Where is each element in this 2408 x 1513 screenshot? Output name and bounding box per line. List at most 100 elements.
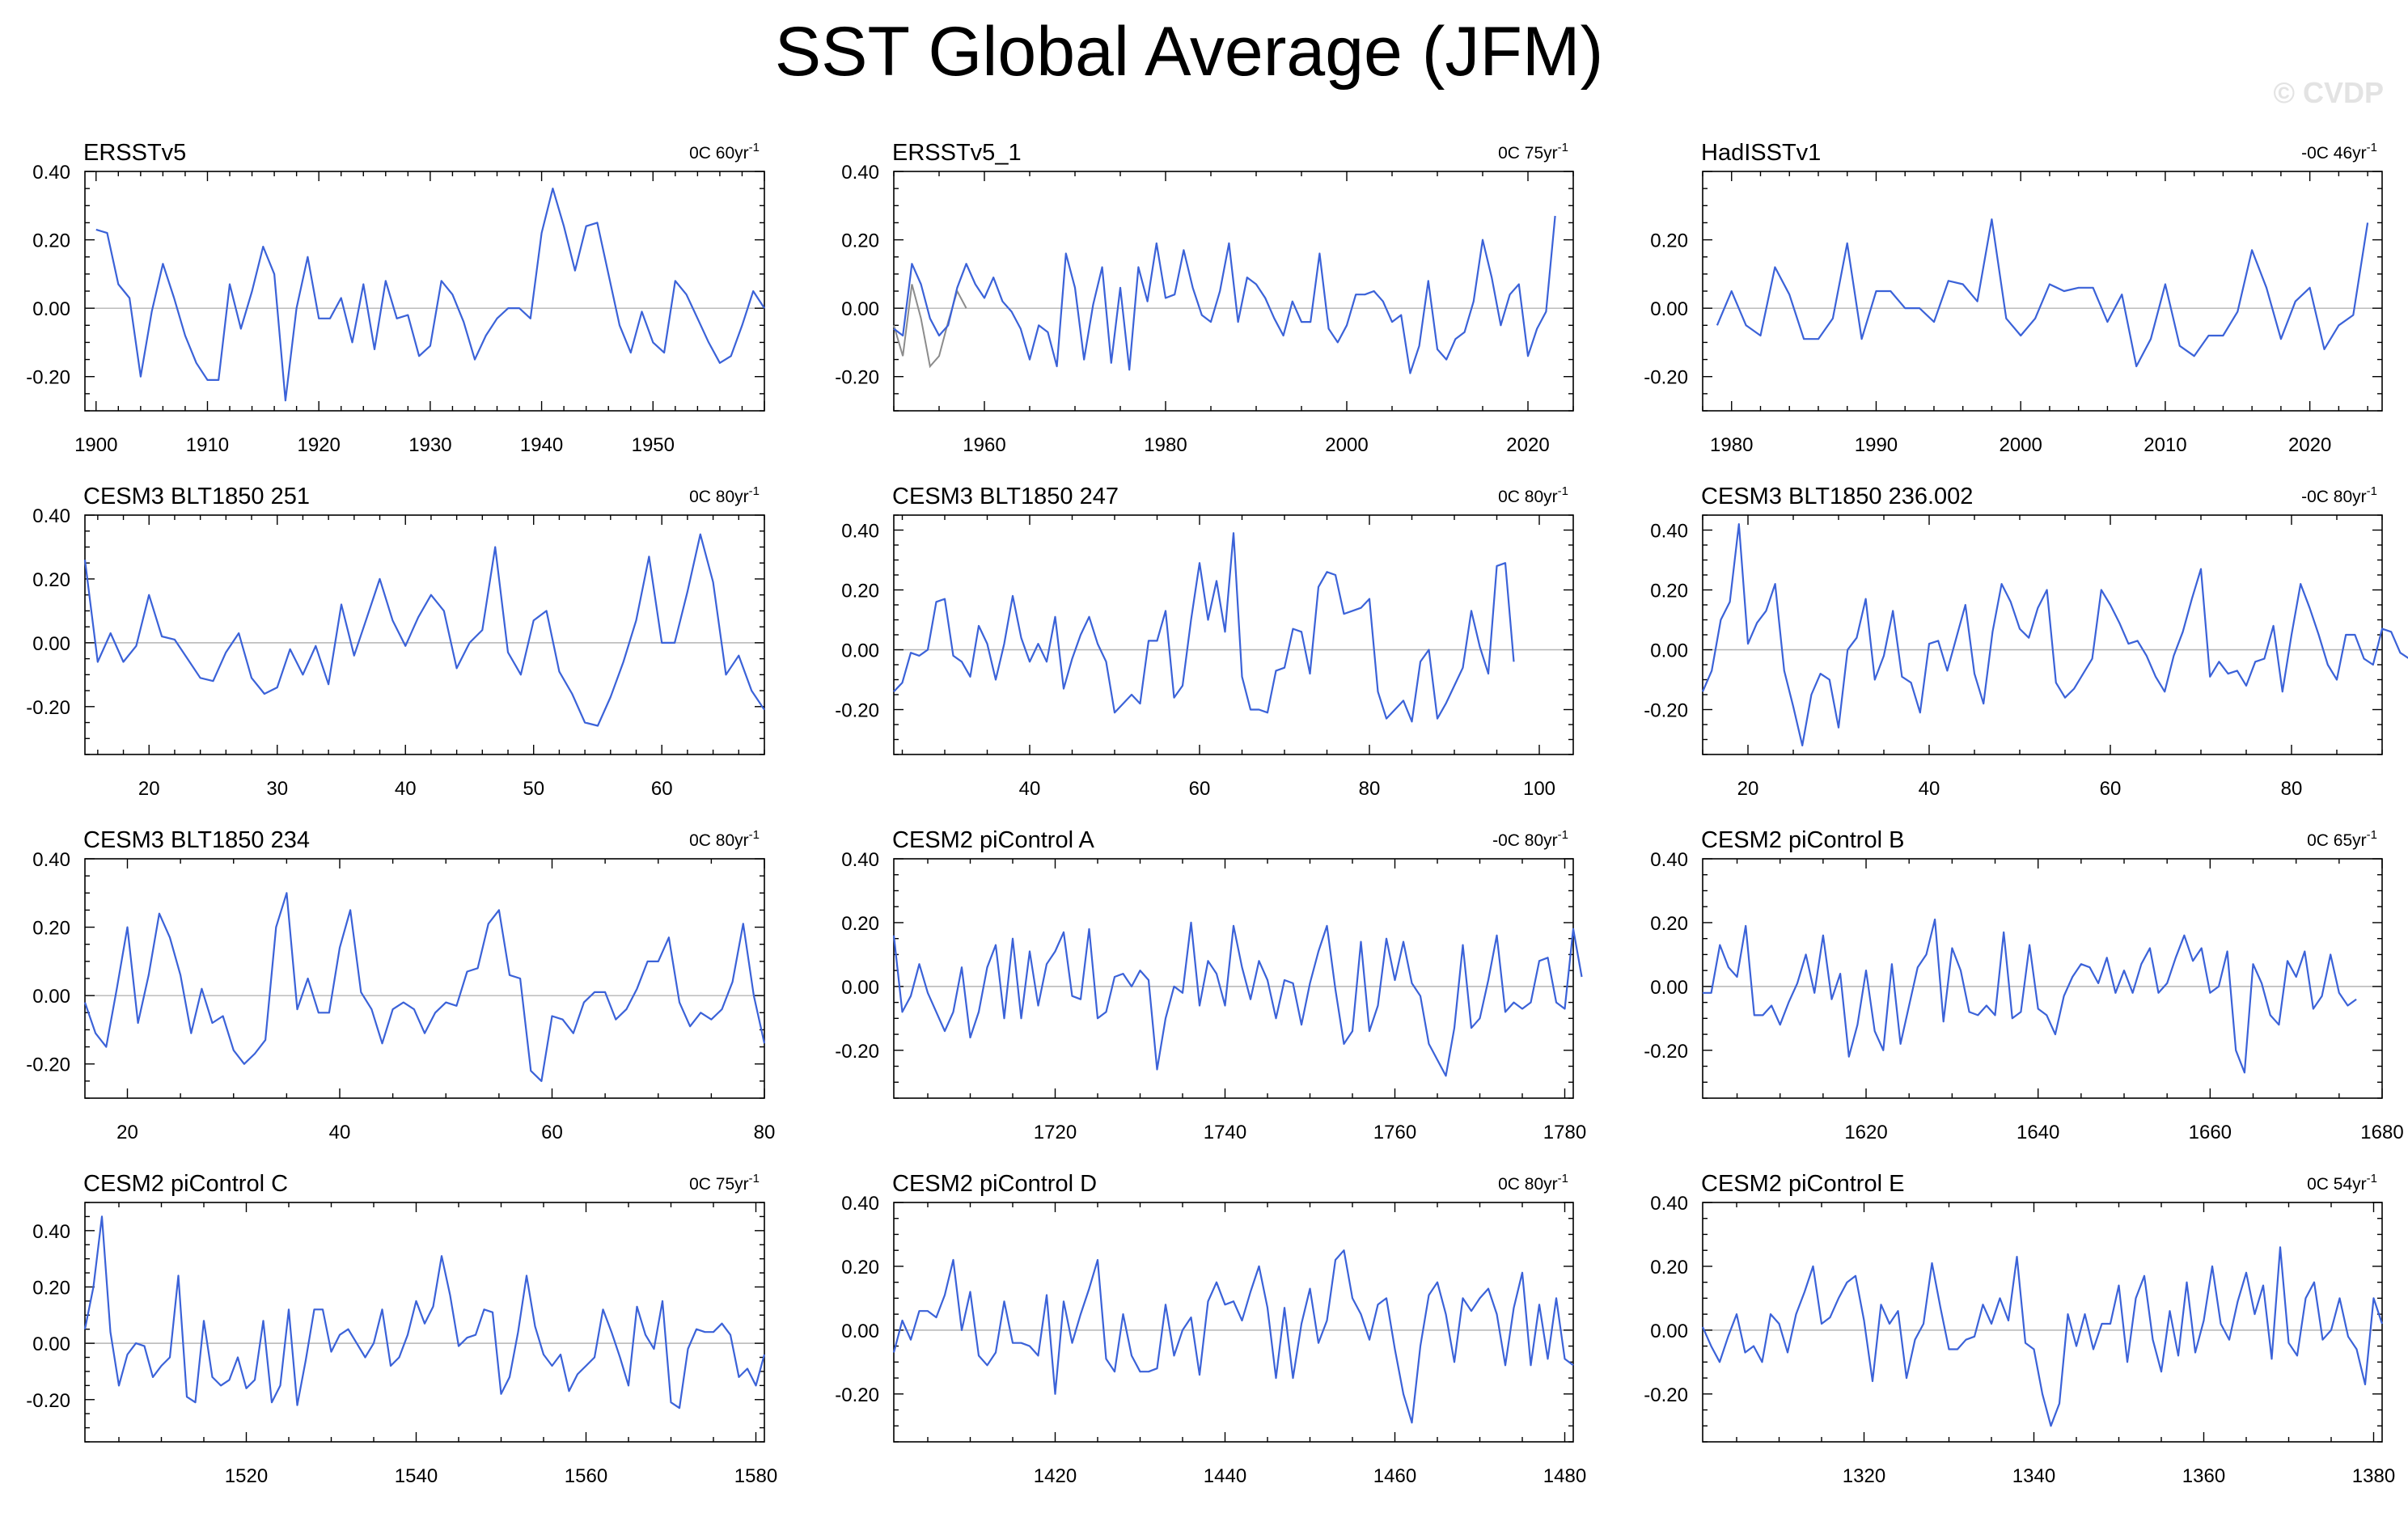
x-tick-label: 1910 bbox=[186, 434, 229, 456]
y-tick-label: 0.20 bbox=[1650, 1257, 1688, 1278]
series-line bbox=[893, 215, 1556, 374]
panel: CESM2 piControl A -0C 80yr-1 0.40 0.20 0.00 -… bbox=[835, 827, 1586, 1143]
plot-frame bbox=[1702, 171, 2383, 412]
x-tick-label: 60 bbox=[651, 778, 673, 800]
annotation-exponent: -1 bbox=[2367, 141, 2377, 154]
x-tick-label: 1980 bbox=[1710, 434, 1753, 456]
panel-annotation: 0C 80yr-1 bbox=[689, 484, 760, 506]
x-tick-label: 80 bbox=[2281, 778, 2303, 800]
x-tick-label: 1930 bbox=[408, 434, 451, 456]
panel-title: CESM2 piControl A bbox=[892, 827, 1094, 853]
annotation-exponent: -1 bbox=[749, 1172, 760, 1185]
x-tick-label: 2000 bbox=[1325, 434, 1368, 456]
panel-title: CESM2 piControl C bbox=[83, 1171, 288, 1197]
annotation-text: -0C 80yr bbox=[2301, 488, 2367, 506]
x-tick-label: 1980 bbox=[1144, 434, 1187, 456]
y-tick-label: 0.00 bbox=[1650, 1321, 1688, 1342]
x-tick-label: 1680 bbox=[2360, 1122, 2403, 1143]
panel: CESM3 BLT1850 234 0C 80yr-1 0.40 0.20 0.00 -0… bbox=[26, 827, 775, 1143]
series-line bbox=[83, 533, 765, 727]
y-tick-label: 0.40 bbox=[841, 1193, 879, 1215]
x-tick-label: 2020 bbox=[2288, 434, 2331, 456]
panel-annotation: -0C 46yr-1 bbox=[2301, 141, 2377, 163]
x-tick-label: 60 bbox=[2100, 778, 2122, 800]
x-tick-label: 20 bbox=[116, 1122, 138, 1143]
x-tick-label: 1950 bbox=[632, 434, 675, 456]
x-tick-label: 40 bbox=[395, 778, 417, 800]
series-line bbox=[892, 1249, 1574, 1424]
annotation-text: -0C 80yr bbox=[1492, 831, 1558, 850]
y-tick-label: 0.40 bbox=[841, 849, 879, 871]
page-title: SST Global Average (JFM) bbox=[774, 13, 1604, 91]
annotation-exponent: -1 bbox=[2367, 484, 2377, 498]
y-tick-label: -0.20 bbox=[835, 700, 879, 722]
panel: HadISSTv1 -0C 46yr-1 0.20 0.00 -0.20 1980 1990… bbox=[1644, 140, 2383, 456]
panel: ERSSTv5_1 0C 75yr-1 0.40 0.20 0.00 -0.20 1960 1… bbox=[835, 140, 1574, 456]
y-tick-label: 0.40 bbox=[1650, 521, 1688, 543]
series-line bbox=[95, 188, 765, 402]
panel: CESM2 piControl E 0C 54yr-1 0.40 0.20 0.00 -0… bbox=[1644, 1171, 2395, 1487]
y-tick-label: 0.20 bbox=[32, 918, 70, 940]
y-tick-label: 0.00 bbox=[841, 298, 879, 320]
x-tick-label: 50 bbox=[523, 778, 544, 800]
y-tick-label: 0.40 bbox=[32, 849, 70, 871]
y-tick-label: -0.20 bbox=[1644, 700, 1688, 722]
y-tick-label: 0.00 bbox=[32, 1333, 70, 1355]
series-line bbox=[1701, 1246, 2384, 1427]
annotation-exponent: -1 bbox=[1558, 484, 1568, 498]
series-line bbox=[83, 892, 766, 1083]
series-line bbox=[892, 921, 1583, 1077]
y-tick-label: 0.40 bbox=[841, 162, 879, 184]
watermark: © CVDP bbox=[2273, 76, 2384, 109]
plot-frame bbox=[1702, 514, 2383, 755]
panel: CESM3 BLT1850 247 0C 80yr-1 0.40 0.20 0.00 -0… bbox=[835, 484, 1574, 800]
annotation-exponent: -1 bbox=[2367, 828, 2377, 842]
annotation-text: 0C 75yr bbox=[689, 1175, 749, 1194]
y-tick-label: 0.40 bbox=[1650, 849, 1688, 871]
panel-title: CESM2 piControl D bbox=[892, 1171, 1097, 1197]
y-tick-label: 0.20 bbox=[32, 569, 70, 591]
annotation-text: 0C 80yr bbox=[1498, 1175, 1558, 1194]
x-tick-label: 2020 bbox=[1506, 434, 1549, 456]
annotation-text: 0C 65yr bbox=[2307, 831, 2367, 850]
x-tick-label: 1640 bbox=[2017, 1122, 2059, 1143]
y-tick-label: -0.20 bbox=[835, 1384, 879, 1406]
x-tick-label: 1320 bbox=[1843, 1465, 1885, 1487]
x-tick-label: 1540 bbox=[395, 1465, 438, 1487]
panel: CESM2 piControl D 0C 80yr-1 0.40 0.20 0.00 -0… bbox=[835, 1171, 1586, 1487]
plot-frame bbox=[84, 858, 765, 1099]
y-tick-label: 0.40 bbox=[32, 505, 70, 527]
y-tick-label: 0.00 bbox=[841, 977, 879, 999]
annotation-exponent: -1 bbox=[749, 828, 760, 842]
y-tick-label: 0.00 bbox=[1650, 977, 1688, 999]
y-tick-label: 0.40 bbox=[32, 1221, 70, 1243]
x-tick-label: 1420 bbox=[1034, 1465, 1077, 1487]
x-tick-label: 1740 bbox=[1204, 1122, 1246, 1143]
x-tick-label: 1720 bbox=[1034, 1122, 1077, 1143]
panel-title: ERSSTv5 bbox=[83, 140, 186, 166]
panel-annotation: 0C 80yr-1 bbox=[689, 828, 760, 850]
panel-title: ERSSTv5_1 bbox=[892, 140, 1022, 166]
y-tick-label: -0.20 bbox=[26, 697, 70, 719]
x-tick-label: 1780 bbox=[1543, 1122, 1586, 1143]
panel-annotation: 0C 65yr-1 bbox=[2307, 828, 2377, 850]
x-tick-label: 1660 bbox=[2189, 1122, 2232, 1143]
y-tick-label: 0.00 bbox=[841, 1321, 879, 1342]
annotation-exponent: -1 bbox=[749, 141, 760, 154]
x-tick-label: 1580 bbox=[734, 1465, 777, 1487]
y-tick-label: 0.00 bbox=[32, 298, 70, 320]
y-tick-label: -0.20 bbox=[1644, 367, 1688, 389]
x-tick-label: 1620 bbox=[1844, 1122, 1887, 1143]
y-tick-label: 0.20 bbox=[32, 1277, 70, 1299]
x-tick-label: 80 bbox=[1359, 778, 1381, 800]
annotation-exponent: -1 bbox=[749, 484, 760, 498]
x-tick-label: 1440 bbox=[1204, 1465, 1246, 1487]
y-tick-label: -0.20 bbox=[26, 1054, 70, 1076]
panel: CESM3 BLT1850 251 0C 80yr-1 0.40 0.20 0.00 -0… bbox=[26, 484, 765, 800]
panel-annotation: -0C 80yr-1 bbox=[1492, 828, 1568, 850]
y-tick-label: 0.00 bbox=[841, 640, 879, 662]
annotation-exponent: -1 bbox=[1558, 828, 1568, 842]
x-tick-label: 1900 bbox=[74, 434, 117, 456]
plot-frame bbox=[84, 514, 765, 755]
